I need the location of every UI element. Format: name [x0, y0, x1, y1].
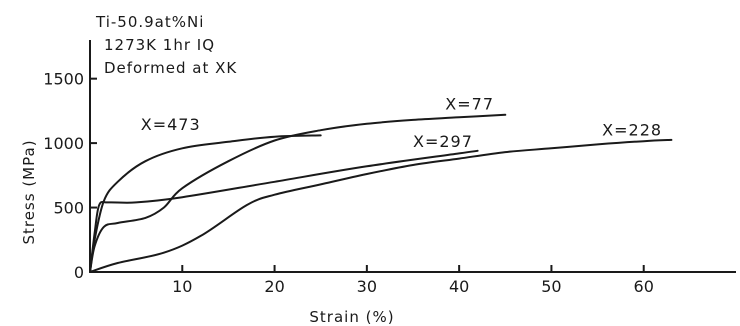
annotation-block: Ti-50.9at%Ni 1273K 1hr IQ Deformed at XK [95, 13, 237, 77]
x-axis-label: Strain (%) [309, 308, 394, 326]
y-tick-label: 0 [74, 263, 84, 282]
x-tick-label: 30 [357, 277, 377, 296]
series-line-x-77 [89, 113, 507, 273]
series-labels: X=473 X=77 X=297 X=228 [141, 95, 662, 151]
x-tick-label: 60 [634, 277, 654, 296]
y-axis-label: Stress (MPa) [20, 139, 38, 244]
y-tick-label: 1500 [43, 70, 84, 89]
y-tick-label: 500 [53, 199, 84, 218]
y-tick-label: 1000 [43, 134, 84, 153]
series-line-x-297 [89, 149, 479, 273]
x-tick-label: 40 [449, 277, 469, 296]
curves [89, 113, 673, 273]
series-line-x-473 [89, 134, 322, 273]
annotation-deformation: Deformed at XK [104, 59, 237, 77]
series-label-x-77: X=77 [445, 95, 494, 114]
x-tick-label: 10 [172, 277, 192, 296]
annotation-treatment: 1273K 1hr IQ [104, 36, 215, 54]
x-tick-label: 20 [264, 277, 284, 296]
series-line-x-228 [89, 138, 673, 273]
annotation-alloy: Ti-50.9at%Ni [95, 13, 204, 31]
series-label-x-297: X=297 [413, 132, 473, 151]
series-label-x-473: X=473 [141, 115, 201, 134]
x-tick-label: 50 [541, 277, 561, 296]
series-label-x-228: X=228 [602, 120, 662, 139]
ticks: 10 20 30 40 50 60 0 500 1000 1500 [43, 70, 654, 296]
